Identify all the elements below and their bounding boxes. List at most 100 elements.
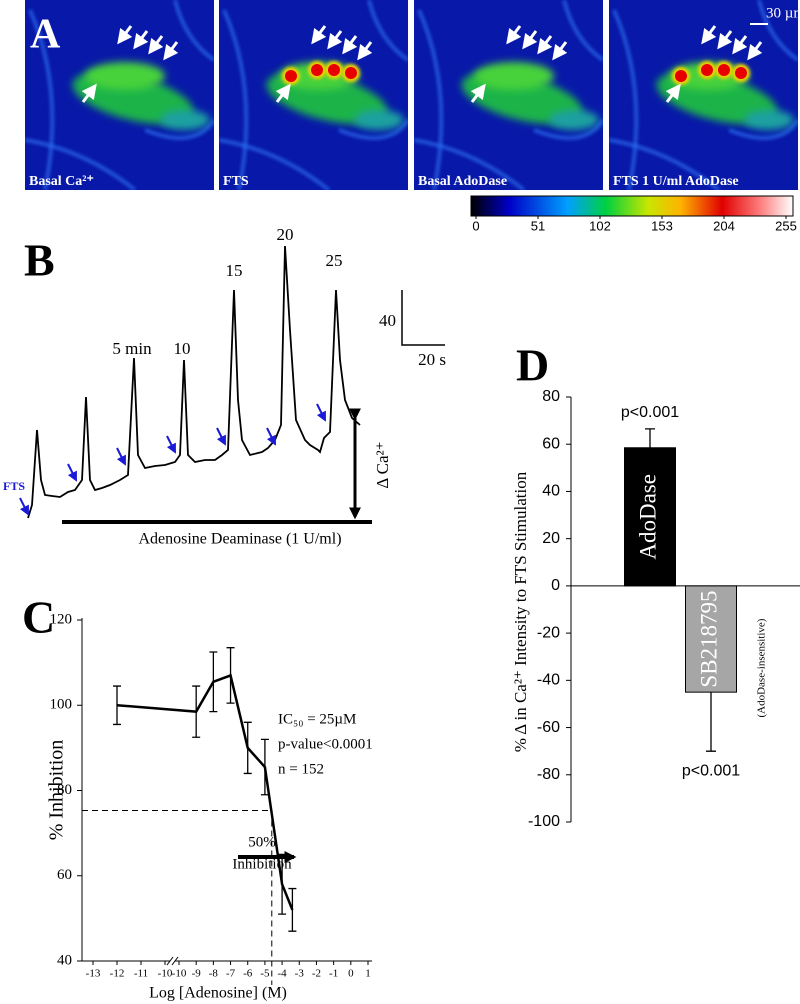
peak-label: 25: [326, 251, 343, 270]
hotspot: [328, 64, 340, 76]
y-tick-label: 120: [50, 611, 73, 627]
panel-label: A: [30, 12, 61, 58]
arrow-label: Inhibition: [232, 856, 292, 872]
arrow: [81, 83, 97, 103]
treatment-label: Adenosine Deaminase (1 U/ml): [138, 531, 341, 548]
arrow: [311, 25, 327, 45]
arrow: [732, 35, 748, 55]
panel-label: B: [24, 235, 55, 286]
fiber: [25, 138, 137, 190]
arrow: [163, 41, 179, 61]
x-axis-label: Log [Adenosine] (M): [149, 985, 287, 1002]
image-label: Basal Ca²⁺: [29, 174, 94, 189]
scale-bar-x-label: 20 s: [418, 350, 446, 369]
fiber: [144, 118, 214, 140]
error-bar: [278, 853, 287, 915]
error-bar: [706, 692, 716, 752]
cell-tail: [354, 110, 404, 130]
x-tick-label: -9: [192, 968, 202, 980]
y-tick-label: -20: [537, 624, 560, 641]
arrow: [701, 25, 717, 45]
fiber: [367, 0, 408, 62]
stimulus-label: FTS: [3, 479, 25, 493]
error-bar: [113, 685, 121, 726]
arrow: [537, 35, 553, 55]
hotspot: [735, 67, 747, 79]
error-bar: [288, 887, 297, 932]
arrow: [357, 41, 373, 61]
panel-label: C: [22, 592, 55, 643]
fiber: [173, 0, 214, 62]
image-content: [609, 0, 798, 190]
panel-label: D: [516, 340, 549, 391]
fiber: [219, 138, 331, 190]
image-content: [25, 0, 214, 190]
y-tick-label: 80: [57, 782, 72, 798]
arrow: [522, 30, 538, 50]
hotspot: [345, 67, 357, 79]
arrow: [133, 30, 149, 50]
cell-core: [474, 62, 554, 90]
x-tick-label: -6: [243, 968, 253, 980]
arrow: [470, 83, 486, 103]
colorbar: [470, 195, 794, 217]
image-content: [414, 0, 603, 190]
fiber: [612, 9, 639, 190]
x-tick-label: -11: [134, 968, 148, 980]
y-tick-label: 0: [551, 577, 560, 594]
colorbar-tick-label: 153: [651, 218, 673, 233]
error-bar: [192, 685, 201, 738]
fiber: [28, 9, 55, 190]
cell-tail: [160, 110, 210, 130]
error-bar: [243, 721, 252, 775]
peak-label: 20: [277, 225, 294, 244]
arrow: [747, 41, 763, 61]
y-tick-label: -100: [528, 813, 560, 830]
y-axis-label: % Δ in Ca²⁺ Intensity to FTS Stimulation: [511, 471, 530, 752]
fiber: [562, 0, 603, 62]
image-content: [219, 0, 408, 190]
y-axis-label: % Inhibition: [46, 740, 68, 841]
x-tick-label: 1: [365, 968, 371, 980]
scale-bar-y-label: 40: [379, 311, 396, 330]
micrograph: Basal Ca²⁺: [25, 0, 214, 190]
x-tick-label: -10: [172, 968, 187, 980]
x-tick-label: -5: [260, 968, 270, 980]
arrow: [327, 30, 343, 50]
calcium-trace: [27, 245, 361, 519]
arrow: [342, 35, 358, 55]
peak-label: 15: [226, 261, 243, 280]
fiber: [417, 9, 444, 190]
error-bar: [226, 647, 235, 704]
image-label: Basal AdoDase: [418, 174, 507, 189]
y-tick-label: 100: [50, 697, 73, 713]
x-tick-label: -10: [158, 968, 173, 980]
significance-label: p<0.001: [682, 762, 740, 779]
micrograph: Basal AdoDase: [414, 0, 603, 190]
arrow: [148, 35, 164, 55]
y-tick-label: -80: [537, 766, 560, 783]
image-label: FTS 1 U/ml AdoDase: [613, 174, 739, 189]
micrograph: FTS 1 U/ml AdoDase: [609, 0, 798, 190]
bar: [685, 585, 737, 693]
x-tick-label: -12: [110, 968, 125, 980]
y-tick-label: 60: [542, 435, 560, 452]
y-tick-label: 40: [57, 952, 72, 968]
y-tick-label: 80: [542, 388, 560, 405]
arrow: [665, 83, 681, 103]
hotspot: [285, 70, 297, 82]
bar-label: SB218795: [696, 590, 721, 687]
cell-tail: [549, 110, 599, 130]
fiber: [757, 0, 798, 62]
x-tick-label: -1: [329, 968, 338, 980]
annotation: IC₅₀ = 25µM: [278, 711, 356, 727]
x-tick-label: -3: [295, 968, 305, 980]
x-tick-label: -4: [278, 968, 288, 980]
x-tick-label: -2: [312, 968, 321, 980]
scale-bar: [401, 290, 445, 346]
annotation: n = 152: [278, 761, 324, 777]
hotspot: [675, 70, 687, 82]
series-line: [116, 673, 294, 911]
colorbar-tick-label: 51: [531, 218, 545, 233]
